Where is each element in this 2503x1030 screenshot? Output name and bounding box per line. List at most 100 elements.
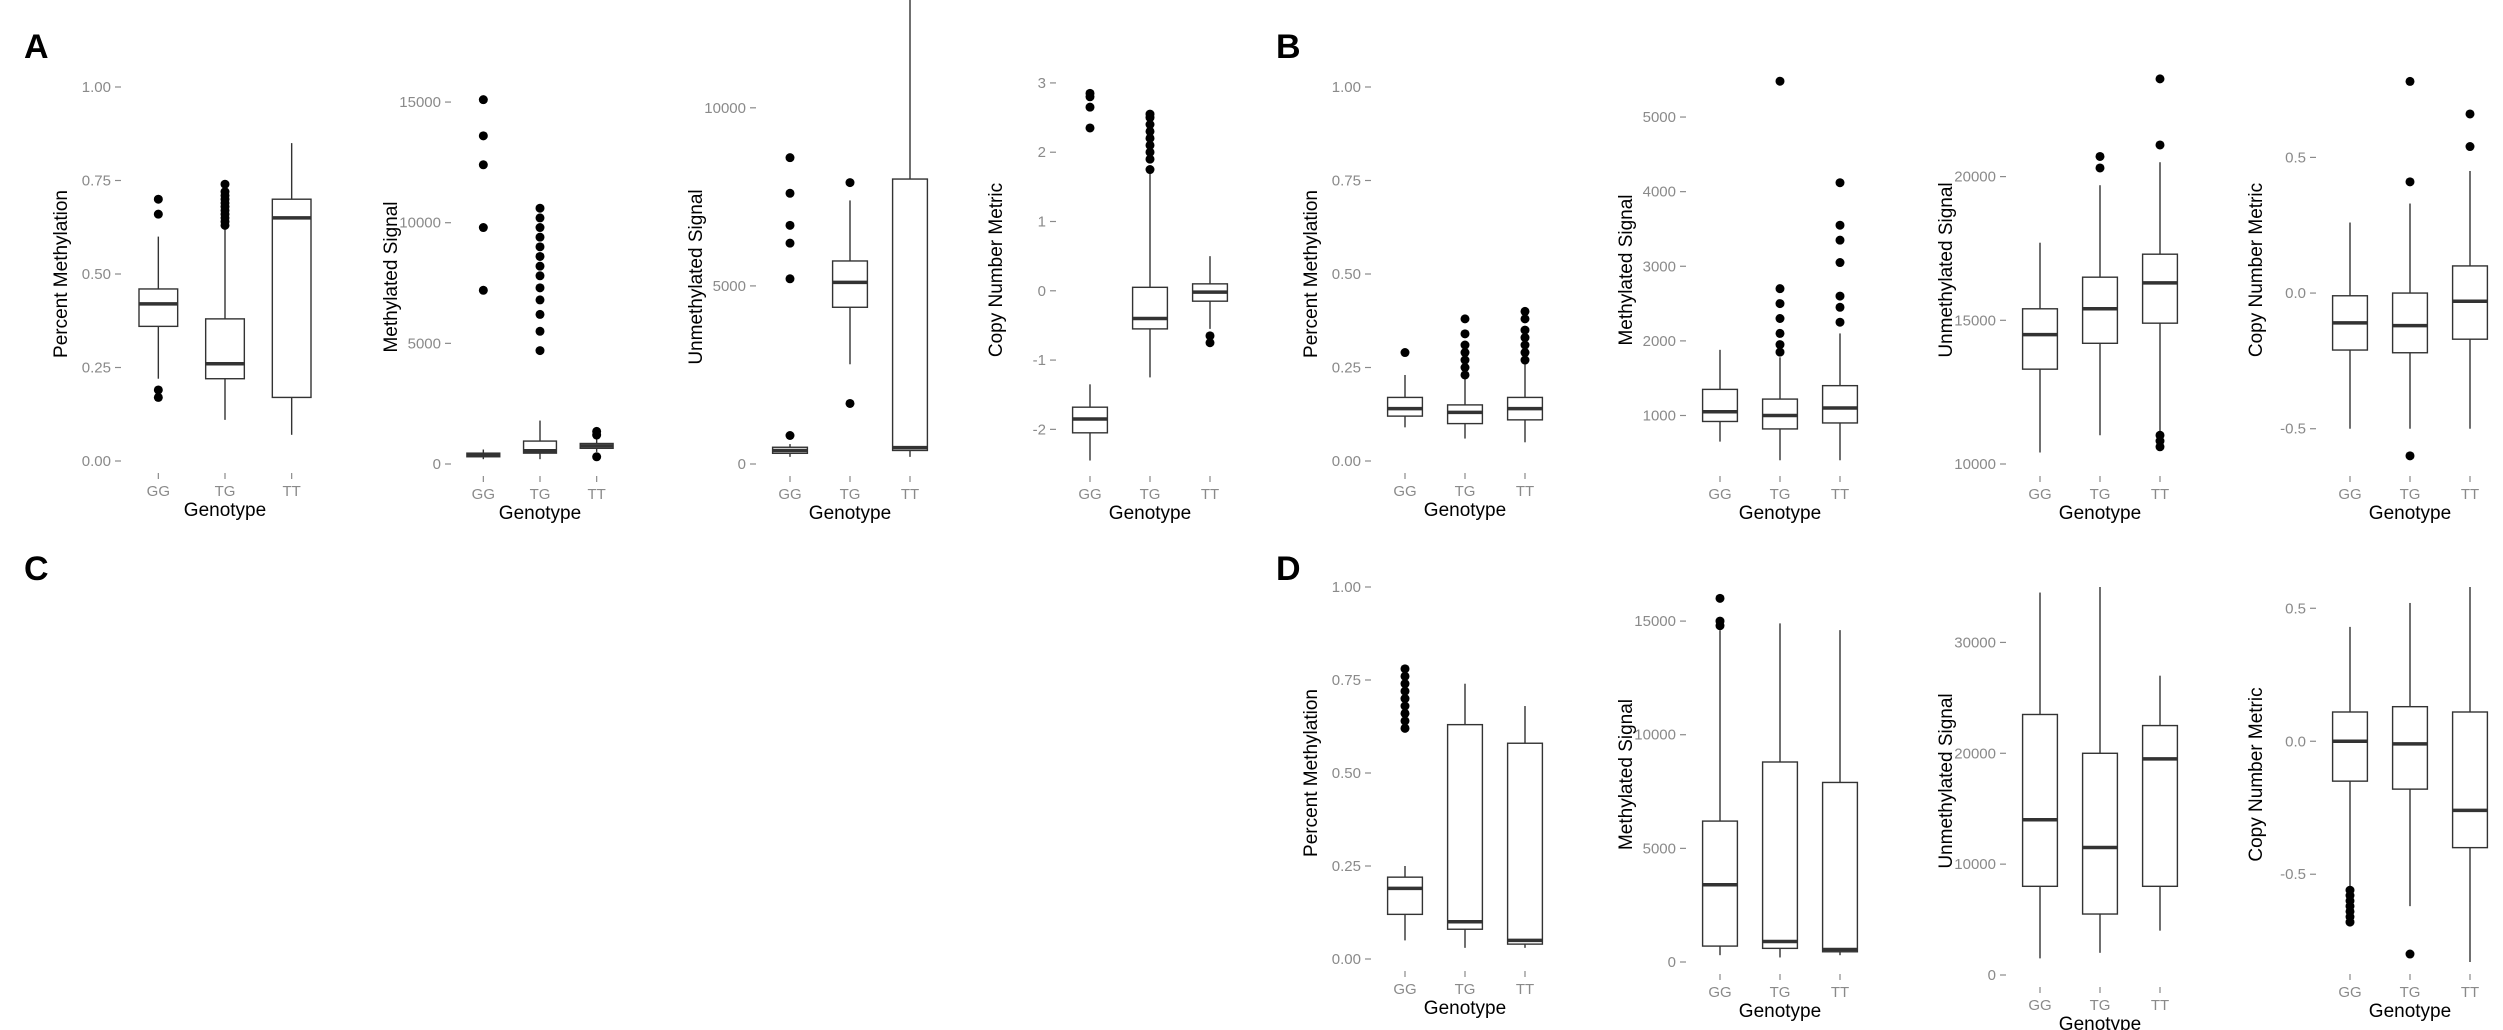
- y-tick-label: -0.5: [2280, 421, 2306, 438]
- outlier-point: [1715, 616, 1725, 626]
- x-tick-label: TT: [2461, 984, 2479, 1001]
- outlier-point: [1460, 348, 1470, 358]
- boxplot-4: -2 -1 0 1 2 3 GG TG TT Genotype Copy Number Metric: [986, 75, 1229, 524]
- iqr-box: [204, 318, 246, 380]
- iqr-box: [2391, 292, 2429, 354]
- outlier-point: [535, 283, 545, 293]
- x-tick-label: TT: [1201, 486, 1219, 503]
- outlier-point: [1400, 671, 1410, 681]
- box-gg: [771, 153, 809, 457]
- y-tick-label: 5000: [408, 335, 441, 352]
- outlier-point: [535, 271, 545, 281]
- x-tick-label: TT: [1516, 483, 1534, 500]
- y-tick-label: 5000: [1643, 840, 1676, 857]
- y-tick-label: 10000: [1634, 727, 1676, 744]
- box-tg: [522, 203, 558, 460]
- x-tick-label: TG: [2400, 984, 2421, 1001]
- x-tick-label: TT: [283, 483, 301, 500]
- x-axis-title: Genotype: [809, 503, 891, 524]
- outlier-point: [2095, 151, 2105, 161]
- box-tg: [204, 179, 246, 420]
- outlier-point: [153, 385, 163, 395]
- y-tick-label: 20000: [1954, 745, 1996, 762]
- x-axis-title: Genotype: [184, 500, 266, 521]
- y-tick-label: 15000: [1634, 613, 1676, 630]
- y-axis-title: Percent Methylation: [1301, 190, 1322, 358]
- y-axis-title: Unmethylated Signal: [1936, 693, 1957, 868]
- x-axis-title: Genotype: [1424, 500, 1506, 521]
- y-tick-label: 3000: [1643, 258, 1676, 275]
- box-gg: [466, 95, 501, 460]
- outlier-point: [535, 223, 545, 233]
- outlier-point: [1775, 299, 1785, 309]
- box-gg: [1386, 348, 1424, 428]
- outlier-point: [535, 251, 545, 261]
- x-tick-label: GG: [472, 486, 495, 503]
- x-tick-label: GG: [1708, 486, 1731, 503]
- boxplot-6: 1000 2000 3000 4000 5000 GG TG TT Genotype Methyl…: [1616, 76, 1859, 524]
- iqr-box: [2451, 711, 2489, 849]
- outlier-point: [1775, 284, 1785, 294]
- box-tt: [1191, 256, 1229, 348]
- box-gg: [2331, 626, 2369, 927]
- outlier-point: [2155, 140, 2165, 150]
- box-tt: [2141, 74, 2179, 452]
- y-tick-label: 0.00: [82, 453, 111, 470]
- box-tt: [2141, 675, 2179, 931]
- outlier-point: [478, 160, 488, 170]
- x-tick-label: TT: [2461, 486, 2479, 503]
- outlier-point: [1205, 338, 1215, 348]
- y-tick-label: 0.75: [1332, 173, 1361, 190]
- outlier-point: [1145, 140, 1155, 150]
- outlier-point: [535, 295, 545, 305]
- outlier-point: [1520, 355, 1530, 365]
- x-tick-label: GG: [2028, 997, 2051, 1014]
- y-tick-label: 0.25: [1332, 858, 1361, 875]
- x-tick-label: GG: [778, 486, 801, 503]
- outlier-point: [1775, 314, 1785, 323]
- y-tick-label: 0: [1038, 283, 1046, 300]
- box-tt: [2451, 587, 2489, 962]
- y-tick-label: -1: [1033, 352, 1046, 369]
- y-tick-label: 0.5: [2285, 149, 2306, 166]
- y-tick-label: 10000: [704, 100, 746, 117]
- outlier-point: [478, 223, 488, 233]
- y-tick-label: 0.50: [1332, 765, 1361, 782]
- y-tick-label: 5000: [713, 278, 746, 295]
- x-axis-title: Genotype: [2369, 503, 2451, 524]
- y-tick-label: 20000: [1954, 169, 1996, 186]
- boxplot-12: -0.5 0.0 0.5 GG TG TT Genotype Copy Number Metr…: [2246, 587, 2489, 1022]
- outlier-point: [1400, 679, 1410, 689]
- iqr-box: [2081, 752, 2119, 915]
- y-axis-title: Methylated Signal: [381, 201, 402, 352]
- outlier-point: [1775, 340, 1785, 350]
- outlier-point: [785, 274, 795, 284]
- y-tick-label: 1000: [1643, 408, 1676, 425]
- outlier-point: [1835, 258, 1845, 268]
- x-axis-title: Genotype: [1739, 1001, 1821, 1022]
- outlier-point: [1835, 220, 1845, 230]
- outlier-point: [1460, 340, 1470, 350]
- x-axis-title: Genotype: [1739, 503, 1821, 524]
- outlier-point: [2345, 917, 2355, 927]
- box-tt: [1506, 306, 1544, 443]
- box-gg: [2021, 242, 2059, 453]
- y-tick-label: 15000: [399, 94, 441, 111]
- box-gg: [1071, 88, 1109, 461]
- x-tick-label: TG: [1455, 483, 1476, 500]
- x-axis-title: Genotype: [1424, 998, 1506, 1019]
- outlier-point: [1520, 325, 1530, 335]
- y-tick-label: 0: [1668, 954, 1676, 971]
- outlier-point: [1145, 120, 1155, 129]
- y-tick-label: 1: [1038, 214, 1046, 231]
- x-tick-label: TG: [2090, 486, 2111, 503]
- panel-letter-d: D: [1276, 550, 1301, 588]
- x-tick-label: GG: [1708, 984, 1731, 1001]
- outlier-point: [592, 426, 602, 436]
- y-tick-label: 0.50: [1332, 266, 1361, 283]
- outlier-point: [1400, 686, 1410, 696]
- x-tick-label: GG: [2028, 486, 2051, 503]
- box-tt: [891, 0, 929, 457]
- outlier-point: [153, 194, 163, 204]
